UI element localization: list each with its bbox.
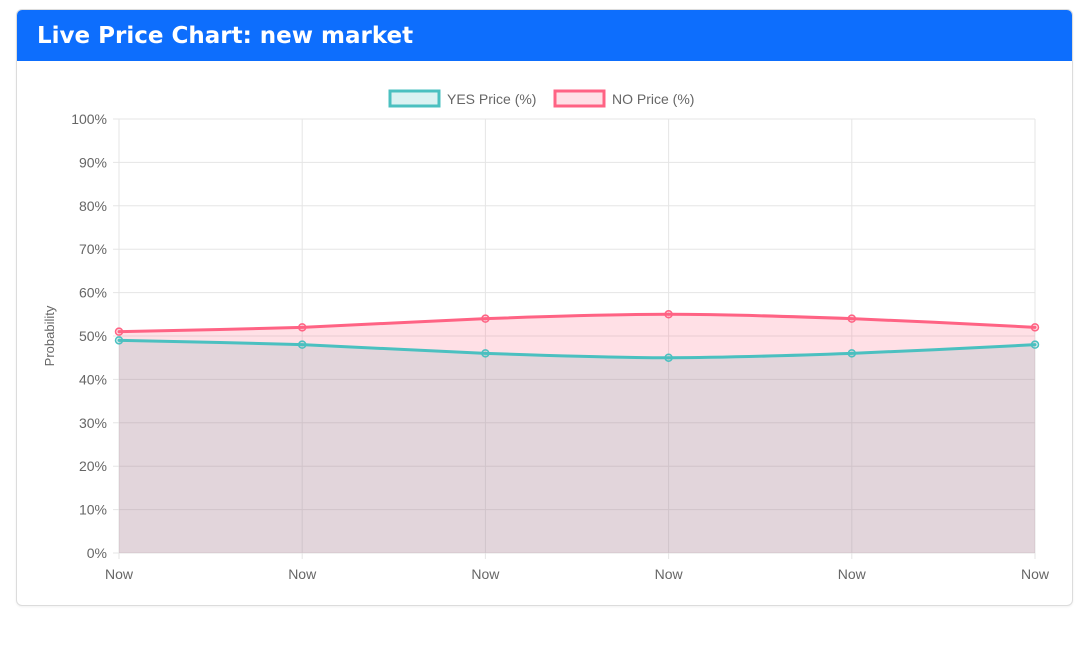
series-line-yes [117, 338, 1037, 360]
data-point-yes[interactable] [114, 336, 124, 345]
data-point-yes[interactable] [664, 353, 673, 362]
y-tick-label: 60% [79, 285, 107, 301]
y-tick-label: 40% [79, 371, 107, 387]
legend-item-yes[interactable]: YES Price (%) [388, 89, 536, 108]
legend-swatch-no [553, 89, 606, 108]
x-tick-label: Now [105, 566, 134, 582]
x-axis-ticks: Now Now Now Now Now Now [105, 566, 1050, 582]
area-fill-no [119, 314, 1035, 553]
y-tick-label: 20% [79, 458, 107, 474]
x-tick-label: Now [1021, 566, 1050, 582]
y-tick-label: 70% [79, 241, 107, 257]
data-point-no[interactable] [297, 323, 307, 332]
legend: YES Price (%) NO Price (%) [388, 89, 694, 108]
chart-points [114, 310, 1040, 362]
series-line-no [117, 312, 1037, 334]
legend-label-no: NO Price (%) [612, 91, 694, 107]
data-point-no[interactable] [664, 310, 673, 319]
chart-lines [117, 312, 1037, 360]
chart-fills [119, 314, 1035, 553]
y-tick-label: 50% [79, 328, 107, 344]
data-point-no[interactable] [1030, 323, 1040, 332]
card-header: Live Price Chart: new market [17, 10, 1072, 61]
data-point-no[interactable] [114, 327, 124, 336]
y-axis-ticks: 0% 10% 20% 30% 40% 50% 60% 70% 80% 90% 100% [71, 111, 107, 561]
legend-item-no[interactable]: NO Price (%) [553, 89, 694, 108]
data-point-no[interactable] [847, 314, 857, 323]
y-axis-title: Probability [42, 305, 57, 366]
data-point-yes[interactable] [481, 349, 490, 358]
data-point-yes[interactable] [847, 349, 857, 358]
y-tick-label: 0% [87, 545, 107, 561]
x-tick-label: Now [288, 566, 317, 582]
page-title: Live Price Chart: new market [37, 22, 414, 49]
y-tick-label: 30% [79, 415, 107, 431]
y-tick-label: 90% [79, 154, 107, 170]
data-point-yes[interactable] [297, 340, 307, 349]
area-fill-yes [119, 340, 1035, 553]
x-tick-label: Now [838, 566, 867, 582]
y-tick-label: 100% [71, 111, 107, 127]
data-point-no[interactable] [481, 314, 490, 323]
y-tick-label: 10% [79, 502, 107, 518]
chart-grid [113, 118, 1036, 559]
chart-card: Live Price Chart: new market [16, 9, 1073, 606]
x-tick-label: Now [471, 566, 500, 582]
x-tick-label: Now [655, 566, 684, 582]
legend-label-yes: YES Price (%) [447, 91, 536, 107]
data-point-yes[interactable] [1030, 340, 1040, 349]
legend-swatch-yes [388, 89, 441, 108]
y-tick-label: 80% [79, 198, 107, 214]
